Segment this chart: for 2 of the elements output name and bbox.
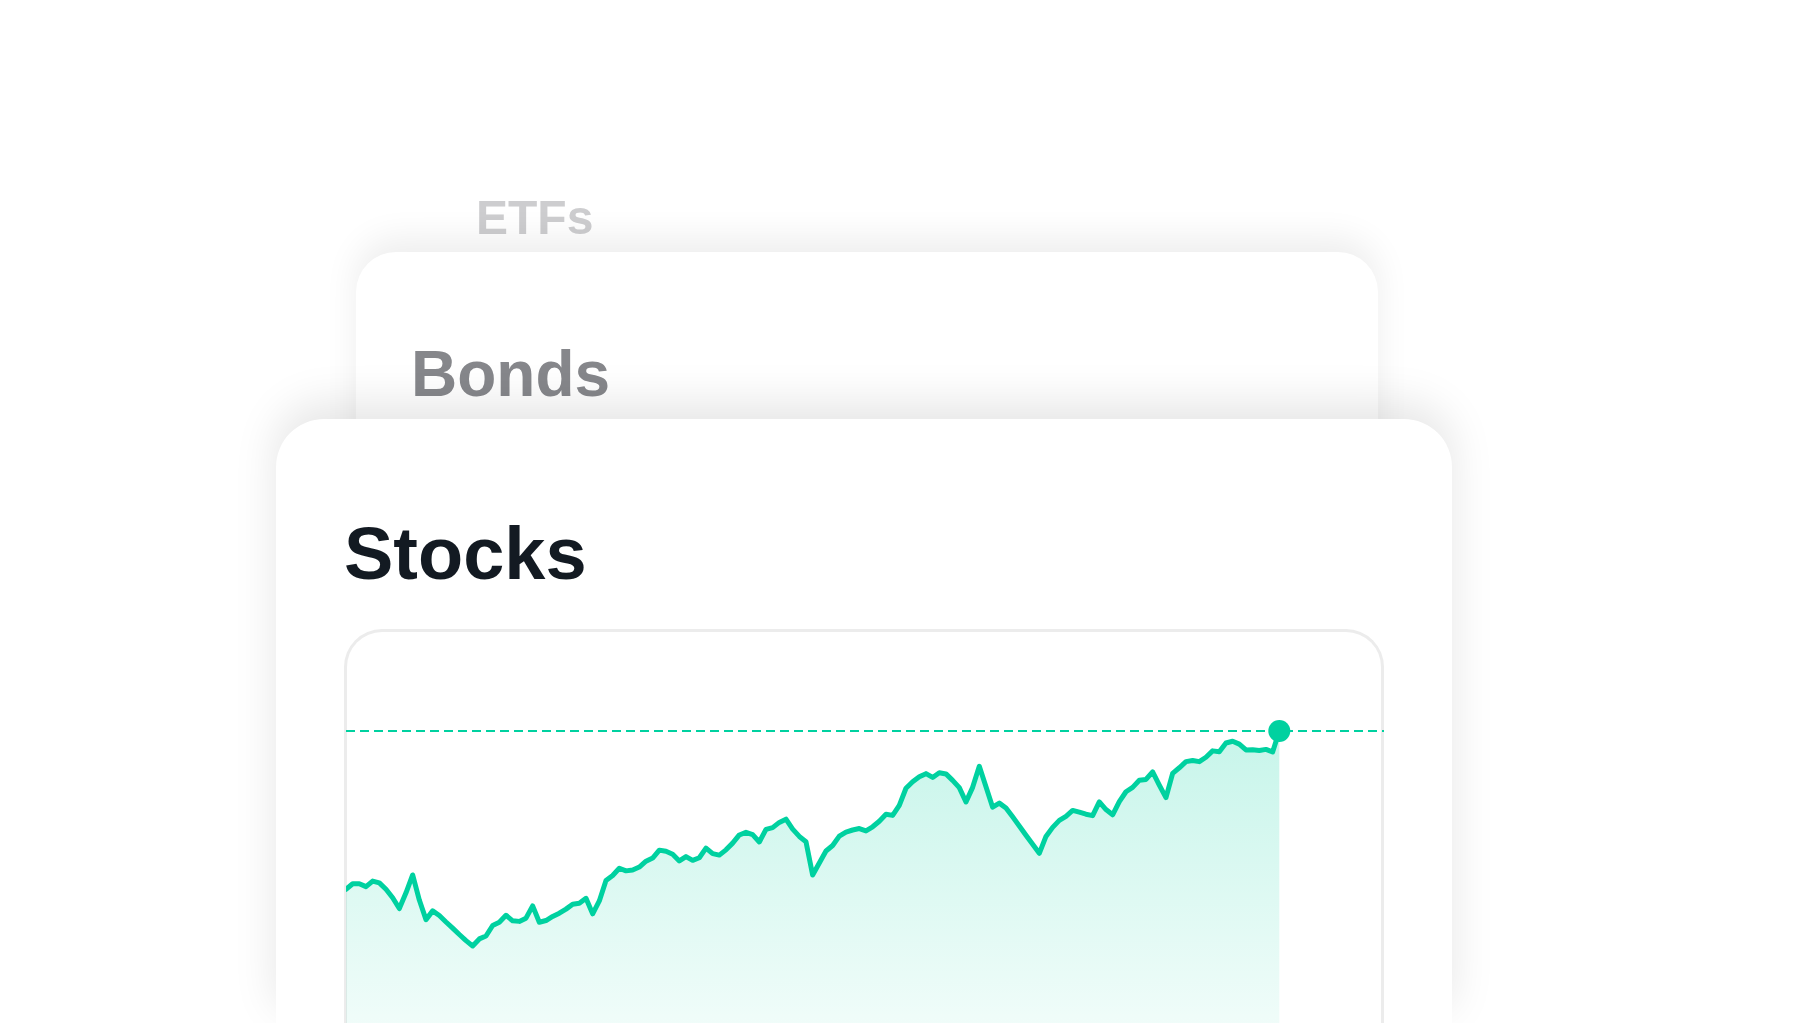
chart-title: Stocks bbox=[344, 512, 587, 595]
text: Bonds bbox=[411, 338, 611, 410]
